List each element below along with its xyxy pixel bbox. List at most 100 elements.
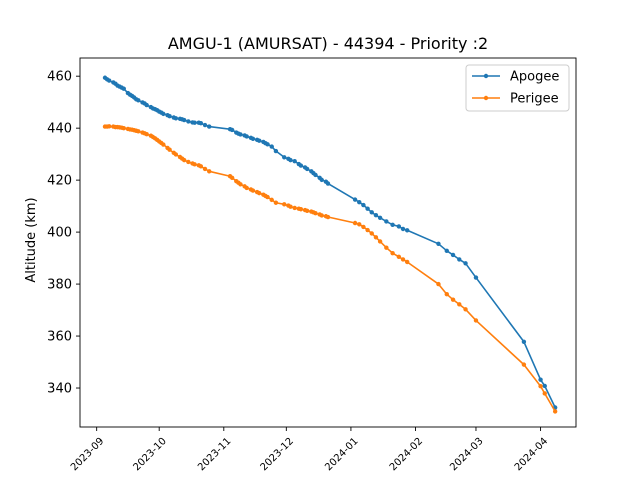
data-point-perigee	[404, 259, 410, 265]
data-point-perigee	[361, 224, 366, 230]
data-point-apogee	[257, 138, 262, 143]
data-point-perigee	[357, 222, 362, 227]
data-point-perigee	[257, 190, 262, 196]
legend-label-apogee: Apogee	[510, 70, 559, 85]
data-point-apogee	[352, 197, 358, 202]
y-tick-label: 340	[47, 382, 72, 397]
data-point-apogee	[400, 226, 406, 232]
data-point-apogee	[365, 206, 370, 211]
y-axis: 340 360 380 400 420 440 460	[47, 70, 80, 397]
axes-frame	[79, 57, 577, 428]
data-point-apogee	[396, 224, 402, 229]
legend-marker-apogee	[483, 73, 489, 79]
data-point-perigee	[369, 231, 374, 236]
legend-marker-perigee	[483, 95, 489, 101]
y-axis-label: Altitude (km)	[24, 197, 39, 282]
data-point-apogee	[521, 339, 527, 344]
data-point-apogee	[161, 111, 166, 117]
data-point-perigee	[304, 208, 310, 213]
data-point-perigee	[319, 213, 324, 218]
data-point-perigee	[450, 297, 456, 302]
data-point-perigee	[186, 159, 191, 165]
plot-background	[80, 58, 576, 427]
data-point-perigee	[269, 197, 274, 203]
data-point-apogee	[207, 124, 212, 129]
y-tick-label: 440	[47, 122, 72, 137]
data-point-apogee	[313, 172, 318, 178]
data-point-perigee	[207, 169, 212, 174]
data-point-perigee	[198, 164, 204, 169]
data-point-perigee	[390, 250, 395, 256]
data-point-perigee	[373, 235, 379, 240]
data-point-apogee	[444, 248, 449, 254]
data-point-apogee	[167, 114, 172, 119]
y-tick-label: 460	[47, 70, 72, 85]
series-layer	[102, 75, 558, 414]
data-point-apogee	[457, 257, 462, 262]
y-tick-label: 400	[47, 226, 72, 241]
data-point-apogee	[304, 166, 310, 172]
data-point-perigee	[229, 175, 235, 180]
data-point-apogee	[282, 155, 287, 160]
data-point-perigee	[384, 245, 389, 250]
series-apogee	[102, 75, 558, 410]
data-point-apogee	[319, 177, 324, 183]
data-point-perigee	[244, 185, 249, 191]
data-point-apogee	[463, 261, 468, 266]
legend-label-perigee: Perigee	[510, 92, 559, 107]
data-point-perigee	[192, 162, 197, 167]
data-point-perigee	[473, 318, 479, 323]
data-point-perigee	[202, 166, 208, 172]
data-point-apogee	[436, 241, 441, 246]
data-point-apogee	[292, 158, 297, 164]
data-point-perigee	[325, 214, 331, 220]
data-point-apogee	[250, 136, 256, 142]
data-point-apogee	[298, 163, 304, 168]
data-point-apogee	[377, 215, 383, 221]
data-point-apogee	[542, 383, 547, 389]
data-point-apogee	[229, 127, 235, 133]
legend-entry-apogee: Apogee	[472, 70, 559, 85]
data-point-perigee	[400, 257, 406, 262]
data-point-apogee	[192, 120, 197, 125]
data-point-perigee	[298, 207, 304, 212]
data-point-apogee	[238, 132, 243, 137]
data-point-perigee	[292, 205, 297, 211]
data-point-perigee	[144, 131, 149, 137]
series-perigee	[102, 124, 558, 414]
data-point-perigee	[436, 281, 441, 287]
data-point-perigee	[463, 307, 468, 312]
data-point-apogee	[384, 219, 389, 224]
data-point-apogee	[136, 98, 141, 103]
y-tick-label: 360	[47, 330, 72, 345]
data-point-perigee	[161, 142, 166, 147]
data-point-perigee	[538, 384, 543, 389]
data-point-perigee	[121, 125, 126, 131]
data-point-apogee	[273, 148, 279, 154]
data-point-apogee	[325, 181, 331, 186]
data-point-perigee	[106, 124, 112, 129]
data-point-perigee	[542, 391, 547, 396]
y-tick-label: 420	[47, 174, 72, 189]
data-point-apogee	[288, 157, 293, 163]
data-point-apogee	[473, 275, 479, 280]
legend-entry-perigee: Perigee	[472, 92, 559, 107]
data-point-perigee	[365, 227, 370, 233]
data-point-apogee	[144, 102, 149, 108]
data-point-perigee	[136, 129, 141, 134]
data-point-perigee	[457, 302, 462, 307]
data-point-apogee	[390, 222, 395, 228]
data-point-apogee	[198, 121, 204, 126]
data-point-apogee	[404, 228, 410, 233]
data-point-perigee	[377, 239, 383, 244]
legend: Apogee Perigee	[465, 64, 570, 112]
data-point-perigee	[265, 194, 270, 200]
data-point-apogee	[202, 122, 208, 128]
axes-spines	[79, 57, 577, 428]
data-point-perigee	[250, 188, 256, 193]
data-point-perigee	[352, 220, 358, 226]
data-point-perigee	[288, 204, 293, 209]
data-point-apogee	[186, 119, 191, 124]
data-point-apogee	[369, 210, 374, 215]
plot-area	[80, 58, 576, 427]
